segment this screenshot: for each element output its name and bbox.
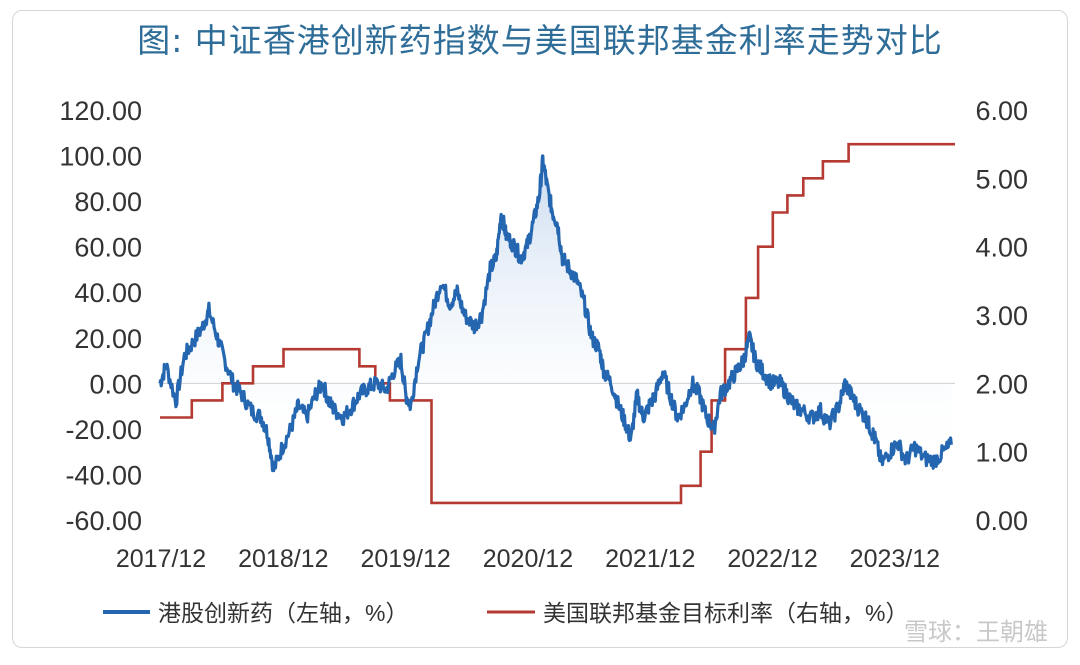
y-left-tick-label: 100.00 bbox=[59, 142, 142, 172]
y-left-tick-label: 0.00 bbox=[89, 369, 142, 399]
series2-line bbox=[160, 142, 955, 505]
y-right-tick-label: 3.00 bbox=[975, 301, 1028, 331]
y-left-tick-label: 20.00 bbox=[74, 324, 142, 354]
x-tick-label: 2017/12 bbox=[116, 545, 206, 573]
y-right-tick-label: 2.00 bbox=[975, 369, 1028, 399]
chart-title: 图: 中证香港创新药指数与美国联邦基金利率走势对比 bbox=[137, 21, 943, 60]
y-right-tick-label: 4.00 bbox=[975, 233, 1028, 263]
y-left-tick-label: -60.00 bbox=[65, 506, 142, 536]
x-tick-label: 2018/12 bbox=[238, 545, 328, 573]
y-left-tick-label: 120.00 bbox=[59, 96, 142, 126]
y-right-tick-label: 6.00 bbox=[975, 96, 1028, 126]
x-tick-label: 2023/12 bbox=[850, 545, 940, 573]
y-left-tick-label: -20.00 bbox=[65, 415, 142, 445]
y-right-tick-label: 1.00 bbox=[975, 438, 1028, 468]
legend-label-series2: 美国联邦基金目标利率（右轴，%） bbox=[543, 600, 908, 626]
legend-label-series1: 港股创新药（左轴，%） bbox=[158, 600, 408, 626]
x-tick-label: 2022/12 bbox=[727, 545, 817, 573]
watermark: 雪球：王朝雄 bbox=[904, 618, 1048, 646]
y-right-tick-label: 5.00 bbox=[975, 164, 1028, 194]
x-tick-label: 2020/12 bbox=[483, 545, 573, 573]
x-tick-label: 2021/12 bbox=[605, 545, 695, 573]
y-left-tick-label: -40.00 bbox=[65, 460, 142, 490]
y-left-tick-label: 60.00 bbox=[74, 233, 142, 263]
series1-area bbox=[160, 156, 952, 471]
y-left-tick-label: 40.00 bbox=[74, 278, 142, 308]
series1-line bbox=[158, 154, 953, 473]
y-left-tick-label: 80.00 bbox=[74, 187, 142, 217]
y-right-tick-label: 0.00 bbox=[975, 506, 1028, 536]
x-tick-label: 2019/12 bbox=[360, 545, 450, 573]
